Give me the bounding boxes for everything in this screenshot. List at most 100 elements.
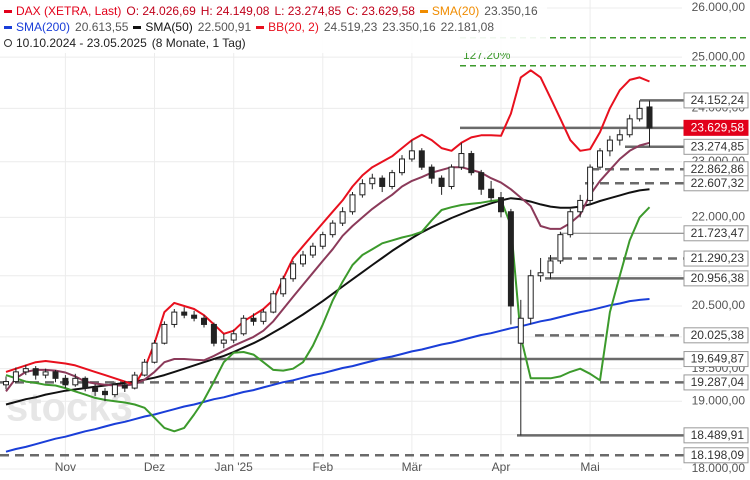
level-label-box	[683, 175, 749, 192]
candle-body	[547, 260, 554, 274]
level-label-box	[683, 327, 749, 344]
candle-body	[201, 317, 207, 325]
legend-value: 23.350,16	[382, 20, 436, 34]
legend-swatch	[133, 25, 142, 29]
legend-name: SMA(20)	[431, 4, 480, 18]
candle-body	[418, 150, 425, 168]
legend-value: 22.500,91	[197, 20, 252, 34]
level-label-box	[683, 119, 749, 136]
level-label: 18.489,91	[691, 428, 745, 442]
band-line	[5, 69, 650, 386]
band-line	[5, 198, 651, 433]
candle-body	[32, 368, 39, 376]
indicator-line	[5, 298, 650, 453]
candle-body	[597, 150, 603, 168]
level-label-box	[683, 250, 749, 267]
candle-body	[210, 323, 217, 344]
level-label-box	[683, 92, 749, 109]
level-label: 18.198,09	[691, 448, 745, 462]
candle-body	[369, 177, 376, 185]
level-label-box	[683, 427, 749, 444]
header-row: SMA(200) 20.613,55 SMA(50) 22.500,91 BB(20, …	[4, 19, 543, 35]
level-label: 21.290,23	[691, 251, 745, 265]
candle-body	[72, 377, 79, 386]
candle-body	[498, 197, 504, 213]
level-label-box	[683, 351, 749, 368]
candle-body	[527, 275, 534, 319]
candle-body	[616, 134, 623, 141]
legend-swatch	[4, 9, 12, 13]
level-label-box	[683, 138, 749, 155]
candle-body	[280, 278, 287, 295]
header-row: 10.10.2024 - 23.05.2025 (8 Monate, 1 Tag)	[4, 35, 543, 51]
candle-body	[428, 166, 435, 179]
candle-body	[359, 183, 366, 196]
y-tick-label: 19.000,00	[692, 393, 746, 407]
candle-body	[161, 323, 168, 344]
level-label: 21.723,47	[691, 226, 745, 240]
level-label-box	[683, 374, 749, 391]
candle-body	[12, 371, 19, 383]
candle-body	[478, 172, 485, 190]
candle-body	[408, 150, 415, 160]
level-label: 20.025,38	[691, 328, 745, 342]
level-label: 22.862,86	[691, 162, 745, 176]
candle-body	[92, 387, 99, 392]
x-tick-label: Feb	[312, 460, 333, 474]
legend-value: 20.613,55	[75, 20, 129, 34]
x-tick-label: Apr	[492, 460, 511, 474]
level-label: 23.274,85	[691, 139, 745, 153]
candle-body	[646, 106, 653, 129]
candle-body	[151, 342, 158, 363]
x-tick-label: Dez	[144, 460, 165, 474]
candle-body	[270, 293, 277, 313]
clock-icon	[4, 39, 12, 47]
period-span: (8 Monate, 1 Tag)	[151, 36, 246, 50]
level-label: 22.607,32	[691, 176, 745, 190]
quote-value: L: 23.274,85	[274, 4, 342, 18]
level-label: 24.152,24	[691, 93, 745, 107]
candle-body	[557, 234, 564, 262]
candle-body	[636, 107, 643, 120]
candle-body	[290, 263, 297, 280]
candle-body	[181, 311, 188, 316]
chart-header: DAX (XETRA, Last) O: 24.026,69 H: 24.149,0…	[0, 0, 547, 53]
candle-body	[62, 377, 69, 386]
candle-body	[42, 371, 49, 376]
x-tick-label: Mai	[580, 460, 599, 474]
candle-body	[507, 211, 514, 307]
x-tick-label: Jan '25	[215, 460, 254, 474]
y-tick-label: 20.500,00	[692, 298, 746, 312]
candle-body	[111, 384, 118, 396]
candle-body	[329, 222, 336, 236]
candle-body	[309, 245, 316, 256]
quote-value: H: 24.149,08	[200, 4, 270, 18]
candle-body	[448, 166, 455, 187]
y-tick-label: 26.000,00	[692, 0, 746, 14]
level-label: 19.649,87	[691, 352, 745, 366]
y-tick-label: 22.000,00	[692, 210, 746, 224]
level-label-box	[683, 447, 749, 464]
legend-swatch	[419, 9, 428, 13]
x-tick-label: Mär	[402, 460, 423, 474]
candle-body	[220, 339, 227, 344]
candle-body	[488, 188, 495, 199]
legend-name: BB(20, 2)	[268, 20, 319, 34]
candle-body	[567, 211, 574, 236]
candle-body	[230, 333, 237, 341]
legend-name: SMA(50)	[145, 20, 193, 34]
candle-body	[319, 234, 326, 247]
level-label-box	[683, 270, 749, 287]
level-label: 19.287,04	[691, 375, 745, 389]
candle-body	[349, 194, 356, 213]
level-label-box	[683, 225, 749, 242]
legend-value: 24.519,23	[323, 20, 378, 34]
candle-body	[468, 153, 475, 174]
candle-body	[577, 199, 584, 213]
y-tick-label: 25.000,00	[692, 49, 746, 63]
watermark: stock3	[6, 386, 133, 430]
legend-swatch	[4, 25, 12, 29]
candle-body	[339, 211, 346, 224]
candle-body	[399, 158, 405, 174]
